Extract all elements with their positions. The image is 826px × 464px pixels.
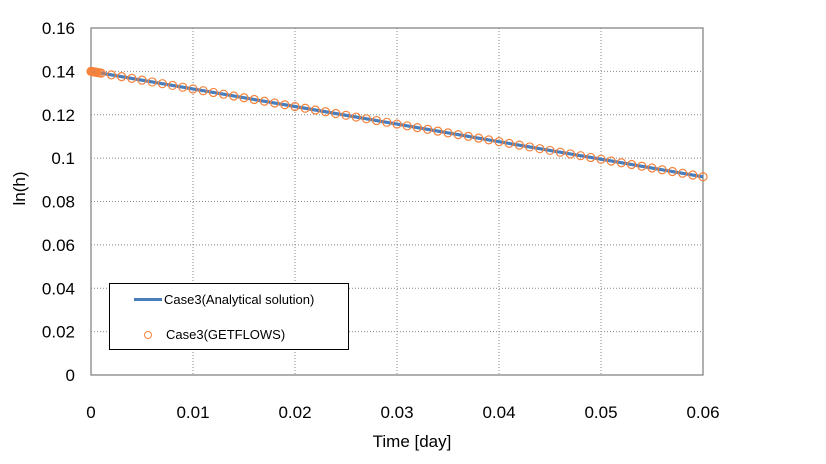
- data-point-marker: [198, 86, 208, 96]
- data-point-marker: [484, 135, 494, 145]
- data-point-marker: [168, 80, 178, 91]
- data-point-marker: [290, 101, 300, 112]
- data-point-marker: [412, 122, 422, 133]
- data-point-marker: [555, 147, 565, 157]
- data-point-marker: [453, 130, 463, 140]
- data-point-marker: [677, 168, 688, 178]
- data-point-marker: [116, 72, 127, 82]
- y-tick-label: 0.1: [51, 149, 75, 168]
- x-tick-label: 0.03: [380, 403, 413, 422]
- line-swatch-icon: [134, 298, 162, 301]
- legend: Case3(Analytical solution) Case3(GETFLOW…: [109, 283, 349, 350]
- data-point-marker: [341, 110, 351, 120]
- y-tick-label: 0.06: [42, 236, 75, 255]
- data-point-marker: [514, 140, 525, 150]
- y-tick-label: 0.12: [42, 106, 75, 125]
- data-point-marker: [310, 105, 320, 115]
- data-point-marker: [270, 98, 280, 108]
- x-tick-label: 0.04: [482, 403, 515, 422]
- data-point-marker: [606, 156, 616, 166]
- data-point-marker: [157, 79, 167, 89]
- data-point-marker: [657, 165, 667, 175]
- data-point-marker: [647, 163, 657, 173]
- x-tick-label: 0: [86, 403, 95, 422]
- data-point-marker: [402, 121, 412, 131]
- y-tick-label: 0.16: [42, 19, 75, 38]
- data-point-marker: [698, 172, 708, 182]
- data-point-marker: [300, 103, 310, 113]
- data-point-marker: [147, 77, 157, 87]
- data-point-marker: [178, 82, 188, 92]
- data-point-marker: [474, 133, 484, 143]
- data-point-marker: [331, 108, 341, 119]
- data-point-marker: [106, 70, 117, 80]
- data-point-marker: [616, 158, 627, 168]
- data-point-marker: [249, 94, 259, 105]
- data-point-marker: [188, 84, 198, 94]
- legend-item-getflows: Case3(GETFLOWS): [110, 327, 285, 342]
- data-point-marker: [382, 117, 392, 127]
- plot-area: [90, 27, 704, 376]
- y-tick-label: 0.08: [42, 193, 75, 212]
- data-point-marker: [96, 68, 106, 78]
- data-point-marker: [372, 115, 382, 126]
- data-point-marker: [229, 91, 239, 101]
- legend-label: Case3(Analytical solution): [164, 292, 315, 307]
- x-tick-label: 0.06: [686, 403, 719, 422]
- y-tick-label: 0: [66, 366, 75, 385]
- data-point-marker: [361, 114, 371, 124]
- legend-label: Case3(GETFLOWS): [166, 327, 286, 342]
- data-point-marker: [239, 93, 249, 103]
- data-point-marker: [463, 131, 473, 141]
- y-tick-label: 0.14: [42, 62, 75, 81]
- data-point-marker: [280, 100, 290, 110]
- data-point-marker: [423, 124, 433, 134]
- data-point-marker: [626, 159, 637, 170]
- data-point-marker: [137, 75, 147, 85]
- circle-marker-icon: [144, 330, 152, 339]
- y-tick-label: 0.02: [42, 323, 75, 342]
- y-tick-label: 0.04: [42, 279, 75, 298]
- data-point-marker: [351, 112, 361, 122]
- x-axis-title: Time [day]: [373, 432, 452, 451]
- series-line-analytical: [90, 69, 704, 179]
- x-tick-label: 0.05: [584, 403, 617, 422]
- data-point-marker: [535, 144, 545, 154]
- x-tick-label: 0.01: [176, 403, 209, 422]
- data-point-marker: [208, 87, 218, 98]
- x-tick-label: 0.02: [278, 403, 311, 422]
- legend-item-analytical: Case3(Analytical solution): [110, 292, 314, 307]
- data-point-marker: [524, 142, 535, 152]
- data-point-marker: [575, 151, 586, 161]
- data-point-marker: [494, 137, 504, 147]
- data-point-marker: [565, 149, 576, 159]
- data-point-marker: [321, 107, 331, 117]
- y-axis-title: ln(h): [10, 171, 29, 205]
- data-point-marker: [392, 119, 402, 129]
- data-point-marker: [545, 145, 555, 156]
- data-point-marker: [596, 154, 606, 164]
- data-point-marker: [127, 73, 137, 84]
- data-point-marker: [433, 126, 443, 136]
- data-point-marker: [259, 96, 269, 106]
- data-point-marker: [504, 138, 514, 148]
- data-point-marker: [219, 89, 229, 99]
- data-point-marker: [637, 161, 647, 171]
- data-point-marker: [667, 166, 678, 177]
- data-point-marker: [443, 128, 453, 138]
- data-point-marker: [688, 170, 698, 180]
- data-point-marker: [586, 152, 596, 163]
